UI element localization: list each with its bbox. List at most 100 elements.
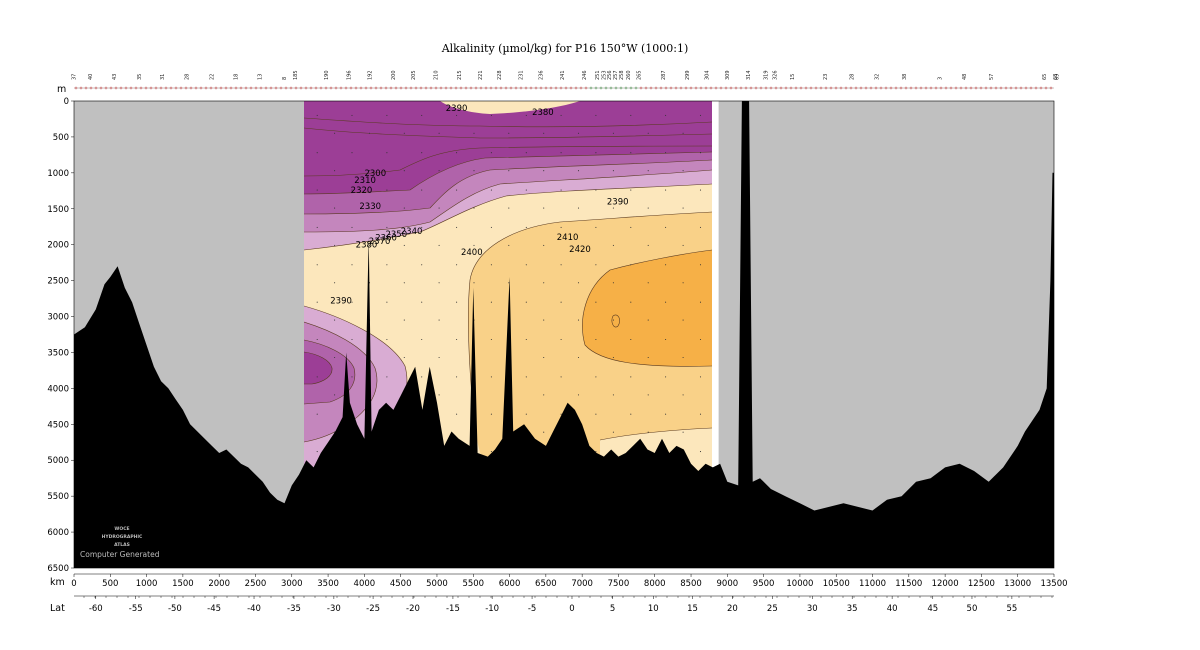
sample-dot — [699, 264, 702, 266]
sample-dot — [334, 356, 336, 359]
lat-tick-label: 50 — [967, 604, 978, 614]
depth-tick-label: 0 — [64, 97, 69, 107]
station-label: 65 — [1042, 74, 1048, 80]
depth-tick-label: 5000 — [47, 456, 69, 466]
sample-dot — [403, 207, 405, 209]
station-label: 32 — [874, 74, 880, 80]
sample-dot — [699, 152, 702, 154]
sample-dot — [438, 170, 440, 172]
sample-dot — [647, 132, 649, 134]
km-tick-label: 6000 — [499, 579, 521, 589]
sample-dot — [543, 356, 545, 359]
sample-dot — [490, 264, 492, 266]
sample-dot — [595, 152, 597, 154]
sample-dot — [473, 132, 475, 134]
sample-dot — [508, 207, 510, 209]
station-label: 304 — [705, 70, 711, 80]
lat-tick-label: -10 — [485, 604, 499, 614]
sample-dot — [595, 413, 597, 415]
km-tick-label: 7000 — [571, 579, 593, 589]
sample-dot — [368, 132, 371, 134]
sample-dot — [612, 244, 614, 246]
sample-dot — [403, 132, 405, 134]
sample-dot — [421, 338, 423, 341]
sample-dot — [630, 264, 632, 266]
depth-tick-label: 1500 — [47, 205, 69, 215]
station-label: 8 — [282, 77, 288, 80]
sample-dot — [334, 244, 336, 246]
seafloor-topography — [74, 101, 1054, 568]
station-label: 38 — [902, 74, 908, 80]
km-tick-label: 0 — [71, 579, 76, 589]
sample-dot — [316, 376, 318, 378]
sample-dot — [351, 114, 353, 116]
sample-dot — [438, 244, 440, 246]
station-label: 28 — [185, 74, 191, 80]
sample-dot — [630, 226, 632, 228]
sample-dot — [508, 282, 510, 284]
station-label: 326 — [773, 70, 779, 80]
depth-tick-label: 2000 — [47, 241, 69, 251]
lat-tick-label: -55 — [129, 604, 143, 614]
sample-dot — [316, 226, 318, 228]
sample-dot — [699, 114, 702, 116]
sample-dot — [438, 207, 440, 209]
sample-dot — [560, 152, 562, 154]
station-label: 37 — [72, 74, 78, 80]
km-tick-label: 7500 — [608, 579, 630, 589]
lat-ticks: -60 -55 -50 -45 -40 -35 -30 -25 -20 -15 -10 -5 0 5 10 1… — [83, 596, 1053, 614]
sample-dot — [508, 244, 510, 246]
sample-dot — [612, 282, 614, 284]
sample-dot — [647, 431, 649, 433]
sample-dot — [316, 114, 318, 116]
sample-dot — [630, 114, 632, 116]
km-tick-label: 500 — [102, 579, 118, 589]
contour-lines — [304, 117, 712, 475]
sample-dot — [421, 152, 423, 154]
sample-dot — [316, 189, 318, 191]
sample-dot — [490, 226, 492, 228]
sample-dot — [421, 376, 423, 378]
sample-dot — [334, 319, 336, 321]
sample-dot — [543, 170, 545, 172]
lat-tick-label: -20 — [406, 604, 420, 614]
sample-dot — [525, 264, 527, 266]
lat-tick-label: 5 — [610, 604, 615, 614]
contour-label: 2360 — [375, 234, 397, 244]
station-labels: 37 40 43 35 31 28 22 18 13 8 190 185 196 192 200 205 210… — [72, 70, 1061, 80]
station-label: 228 — [497, 70, 503, 80]
sample-dot — [543, 431, 545, 433]
sample-dot — [351, 301, 353, 303]
sample-dot — [403, 319, 405, 321]
sample-dot — [456, 189, 458, 191]
lat-tick-label: 20 — [727, 604, 738, 614]
station-marks — [74, 86, 1053, 90]
station-label: 221 — [478, 70, 484, 80]
station-label: 18 — [233, 74, 239, 80]
sample-dot — [630, 152, 632, 154]
sample-dot — [630, 338, 632, 341]
km-tick-label: 4500 — [390, 579, 412, 589]
sample-dot — [612, 170, 614, 172]
sample-dot — [368, 207, 371, 209]
sample-dot — [560, 413, 562, 415]
sample-dot — [612, 431, 614, 433]
sample-dot — [456, 376, 458, 378]
sample-dot — [682, 319, 684, 321]
sample-dot — [630, 301, 632, 303]
sample-dot — [525, 226, 527, 228]
sample-dot — [560, 376, 562, 378]
sample-dot — [456, 264, 458, 266]
sample-dot — [351, 264, 353, 266]
sample-dot — [577, 170, 580, 172]
sample-dot — [351, 152, 353, 154]
lat-tick-label: 55 — [1006, 604, 1017, 614]
sample-dot — [351, 189, 353, 191]
sample-dot — [577, 282, 580, 284]
sample-dot — [351, 376, 353, 378]
km-tick-label: 11000 — [859, 579, 886, 589]
sample-dot — [665, 338, 667, 341]
sample-dot — [699, 189, 702, 191]
sample-dot — [647, 356, 649, 359]
